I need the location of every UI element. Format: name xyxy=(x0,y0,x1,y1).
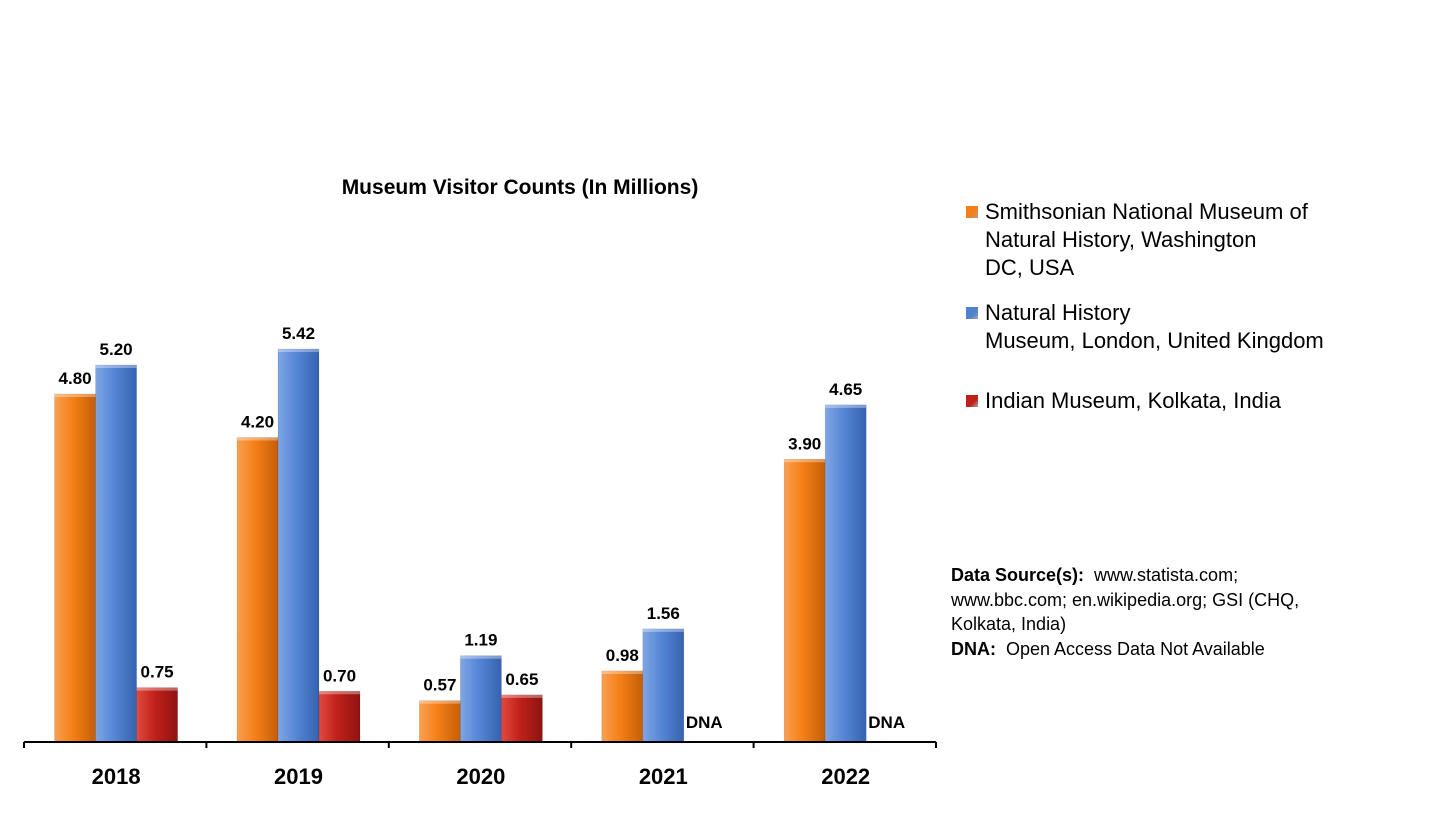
data-source-key: Data Source(s): xyxy=(951,565,1085,585)
bar-2018-series-1 xyxy=(54,393,96,743)
data-label: 0.57 xyxy=(423,676,456,695)
data-label: 0.75 xyxy=(141,663,174,682)
data-label: 4.20 xyxy=(241,413,274,432)
legend-item-indian-museum: Indian Museum, Kolkata, India xyxy=(964,387,1384,415)
bar-highlight xyxy=(601,670,643,674)
data-source-text: www.statista.com; www.bbc.com; en.wikipe… xyxy=(951,565,1300,634)
legend-swatch-orange xyxy=(966,206,978,218)
bar-highlight xyxy=(784,459,826,463)
legend-swatch-red xyxy=(966,395,978,407)
bar-highlight xyxy=(319,691,360,695)
bar-2020-series-3 xyxy=(501,694,543,743)
category-label: 2018 xyxy=(92,764,141,789)
bar-2019-series-2 xyxy=(277,348,320,743)
bar-highlight xyxy=(136,687,178,691)
legend-swatch-blue xyxy=(966,307,978,319)
data-label: 0.98 xyxy=(606,646,639,665)
legend-label: Natural History Museum, London, United K… xyxy=(985,300,1324,353)
data-label-dna: DNA xyxy=(686,713,723,732)
bar-highlight xyxy=(54,394,96,397)
bar-2021-series-2 xyxy=(642,628,685,743)
data-label: 4.65 xyxy=(829,380,862,399)
bar-highlight xyxy=(460,655,502,659)
bar-highlight xyxy=(825,404,867,408)
bar-2022-series-1 xyxy=(783,458,826,743)
bar-2022-series-2 xyxy=(824,404,867,743)
data-label: 1.19 xyxy=(464,631,497,650)
bar-highlight xyxy=(237,437,278,441)
data-source-note: Data Source(s): www.statista.com; www.bbc… xyxy=(951,563,1351,637)
bar-2018-series-3 xyxy=(136,687,178,743)
bar-highlight xyxy=(95,365,137,368)
dna-key: DNA: xyxy=(951,638,996,659)
bar-2021-series-1 xyxy=(601,670,644,743)
bar-highlight xyxy=(501,694,543,698)
category-label: 2022 xyxy=(821,764,870,789)
bar-2018-series-2 xyxy=(95,364,137,743)
dna-text: Open Access Data Not Available xyxy=(1006,638,1265,659)
bar-highlight xyxy=(419,700,461,704)
legend-item-smithsonian: Smithsonian National Museum of Natural H… xyxy=(964,198,1384,282)
data-label: 5.42 xyxy=(282,324,315,343)
bar-2019-series-3 xyxy=(318,690,361,743)
bar-2020-series-2 xyxy=(460,655,502,743)
data-label: 0.70 xyxy=(323,666,356,685)
data-label-dna: DNA xyxy=(868,713,905,732)
data-label: 4.80 xyxy=(59,369,92,388)
data-label: 3.90 xyxy=(788,434,821,453)
legend-label: Indian Museum, Kolkata, India xyxy=(985,388,1281,413)
category-label: 2019 xyxy=(274,764,323,789)
bar-highlight xyxy=(278,349,319,353)
data-label: 5.20 xyxy=(100,340,133,359)
legend-item-natural-history-london: Natural History Museum, London, United K… xyxy=(964,299,1384,355)
data-label: 0.65 xyxy=(505,670,538,689)
category-label: 2021 xyxy=(639,764,688,789)
bar-2019-series-1 xyxy=(236,437,279,743)
chart-notes: Data Source(s): www.statista.com; www.bbc… xyxy=(951,563,1351,661)
bar-2020-series-1 xyxy=(419,700,461,743)
bar-highlight xyxy=(642,628,684,632)
dna-note: DNA: Open Access Data Not Available xyxy=(951,637,1351,662)
chart-legend: Smithsonian National Museum of Natural H… xyxy=(964,198,1384,415)
chart-title: Museum Visitor Counts (In Millions) xyxy=(342,176,699,199)
category-label: 2020 xyxy=(456,764,505,789)
legend-label: Smithsonian National Museum of Natural H… xyxy=(985,199,1308,280)
data-label: 1.56 xyxy=(647,604,680,623)
